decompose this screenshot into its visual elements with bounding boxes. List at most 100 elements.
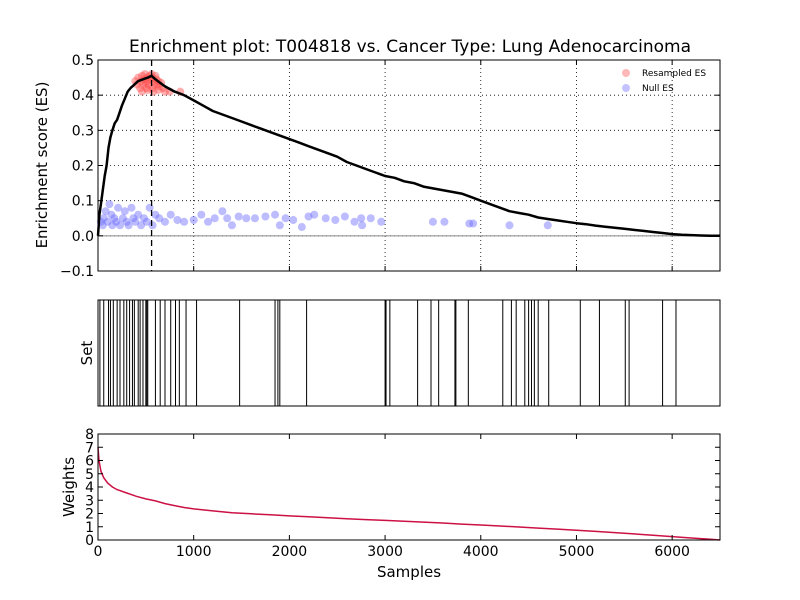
null-es-point [331,216,340,225]
null-es-point [131,217,140,226]
y-tick-label: 0.1 [72,194,94,210]
null-es-point [127,203,136,212]
null-es-points [96,200,552,232]
weights-y-axis-label: Weights [60,457,78,517]
null-es-point [505,221,514,230]
null-es-point [227,221,236,230]
x-tick-label: 3000 [367,544,403,560]
null-es-point [465,219,474,228]
set-plot-frame [97,299,721,407]
set-hit-lines [99,300,677,406]
null-es-point [197,210,206,219]
null-es-point [99,214,108,223]
resampled-es-point [160,87,169,96]
null-es-point [155,214,164,223]
resampled-es-point [136,84,145,93]
y-tick-label: −0.1 [60,264,94,280]
legend-null-label: Null ES [642,84,674,94]
null-es-point [129,214,138,223]
null-es-point [124,221,133,230]
null-es-point [108,221,117,230]
x-axis-label: Samples [377,563,441,581]
y-tick-label: 0.5 [72,53,94,69]
null-es-point [137,221,146,230]
legend: Resampled ES Null ES [622,69,706,94]
null-es-point [310,210,319,219]
null-es-point [469,219,478,228]
resampled-es-point [138,80,147,89]
running-es-line [96,74,720,238]
null-es-point [350,217,359,226]
null-es-point [180,217,189,226]
null-es-point [139,214,148,223]
set-y-axis-label: Set [78,341,96,366]
null-es-point [340,212,349,221]
null-es-point [297,223,306,232]
null-es-point [358,221,367,230]
null-es-point [357,214,366,223]
resampled-es-point [150,80,159,89]
null-es-point [103,217,112,226]
resampled-es-point [143,85,152,94]
null-es-point [134,210,143,219]
legend-null-swatch [622,84,630,92]
null-es-point [98,221,107,230]
null-es-point [166,210,175,219]
y-tick-label: 7 [85,440,94,456]
y-tick-label: 1 [85,520,94,536]
null-es-point [145,203,154,212]
x-tick-label: 0 [94,544,103,560]
resampled-es-point [144,80,153,89]
null-es-point [120,207,129,216]
null-es-point [234,212,243,221]
y-tick-label: 0.2 [72,159,94,175]
y-tick-label: 5 [85,467,94,483]
weights-line [97,447,721,541]
null-es-point [173,216,182,225]
weights-x-ticks: 0 1000 2000 3000 4000 5000 6000 [94,434,690,560]
null-es-point [112,217,121,226]
set-panel: Set [78,299,721,407]
y-tick-label: 0.4 [72,88,94,104]
null-es-point [250,214,259,223]
y-tick-label: 0.0 [72,229,94,245]
null-es-point [289,216,298,225]
resampled-es-point [142,84,151,93]
y-tick-label: 2 [85,507,94,523]
null-es-point [281,214,290,223]
null-es-point [428,217,437,226]
null-es-point [440,217,449,226]
resampled-es-point [148,84,157,93]
enrichment-y-axis-label: Enrichment score (ES) [33,82,51,249]
legend-resampled-label: Resampled ES [642,69,706,79]
x-tick-label: 4000 [463,544,499,560]
null-es-point [151,210,160,219]
x-tick-label: 2000 [272,544,308,560]
null-es-point [114,203,123,212]
resampled-es-point [138,87,147,96]
y-tick-label: 8 [85,427,94,443]
null-es-point [118,214,127,223]
weights-plot-frame [97,433,721,541]
null-es-point [366,214,375,223]
x-tick-label: 1000 [176,544,212,560]
null-es-point [218,207,227,216]
null-es-point [105,200,114,209]
chart-title: Enrichment plot: T004818 vs. Cancer Type… [129,37,691,57]
null-es-point [271,210,280,219]
null-es-point [107,210,116,219]
null-es-point [204,217,213,226]
y-tick-label: 3 [85,493,94,509]
null-es-point [189,216,198,225]
null-es-point [101,207,110,216]
y-tick-label: 0 [85,533,94,549]
weights-polyline [97,447,721,541]
null-es-point [122,217,131,226]
legend-resampled-swatch [622,69,630,77]
null-es-point [304,212,313,221]
resampled-es-point [154,85,163,94]
enrichment-panel: −0.1 0.0 0.1 0.2 0.3 0.4 0.5 Enrichment score … [33,53,721,280]
